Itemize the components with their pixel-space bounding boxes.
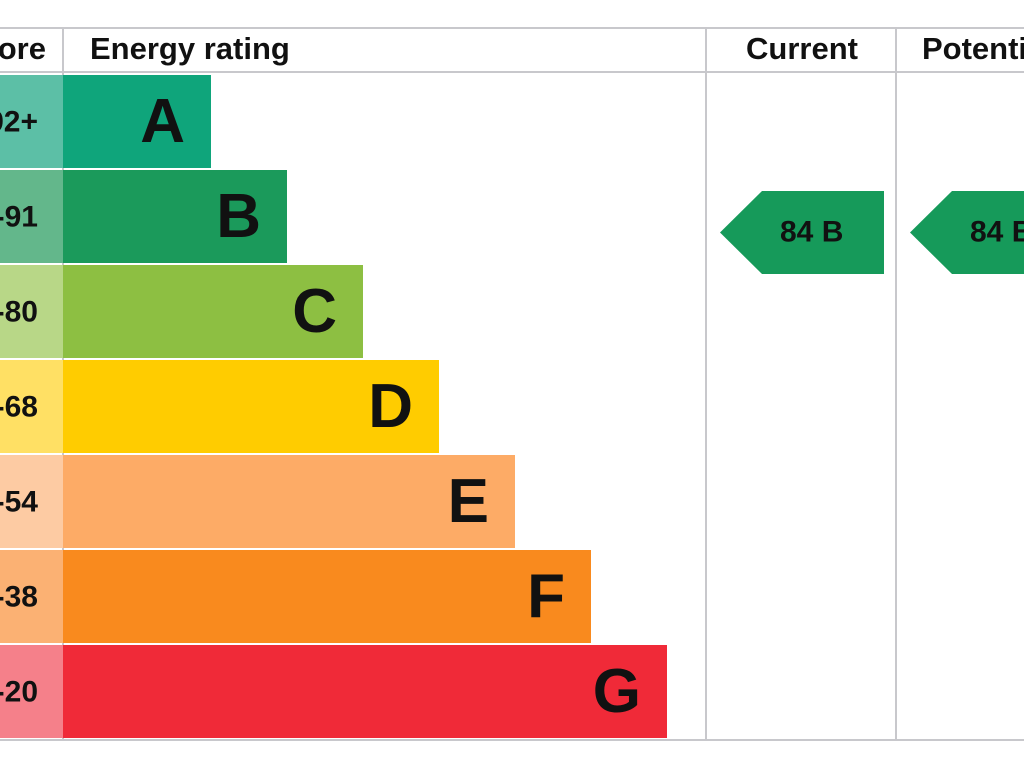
score-range: 81-91 — [0, 200, 38, 233]
band-letter: D — [368, 372, 413, 441]
band-bar — [63, 645, 667, 738]
tags: 84 B 84 B — [720, 191, 1024, 274]
score-cell — [0, 170, 63, 263]
potential-label: 84 B — [970, 215, 1024, 248]
band-bar — [63, 550, 591, 643]
band-letter: F — [527, 562, 565, 631]
score-range: 92+ — [0, 105, 38, 138]
current-header: Current — [746, 31, 858, 66]
score-header: Score — [0, 31, 46, 66]
band-bar — [63, 170, 287, 263]
current-label: 84 B — [780, 215, 843, 248]
band-bar — [63, 360, 439, 453]
band-bar — [63, 75, 211, 168]
band-letter: A — [140, 87, 185, 156]
score-range: 55-68 — [0, 390, 38, 423]
band-letter: B — [216, 182, 261, 251]
bands: 92+ A 81-91 B 69-80 C 55-68 D 39-54 E 21-38 F 1-20 G — [0, 75, 667, 738]
potential-arrow — [910, 191, 1024, 274]
score-cell — [0, 265, 63, 358]
score-cell — [0, 75, 63, 168]
score-cell — [0, 645, 63, 738]
score-range: 69-80 — [0, 295, 38, 328]
band-bar — [63, 265, 363, 358]
score-cell — [0, 550, 63, 643]
potential-header: Potential — [922, 31, 1024, 66]
band-letter: G — [593, 657, 641, 726]
score-range: 39-54 — [0, 485, 38, 518]
score-range: 1-20 — [0, 675, 38, 708]
band-bar — [63, 455, 515, 548]
current-arrow — [720, 191, 884, 274]
score-cell — [0, 455, 63, 548]
score-cell — [0, 360, 63, 453]
rating-header: Energy rating — [90, 31, 290, 66]
band-letter: E — [448, 467, 489, 536]
score-range: 21-38 — [0, 580, 38, 613]
band-letter: C — [292, 277, 337, 346]
